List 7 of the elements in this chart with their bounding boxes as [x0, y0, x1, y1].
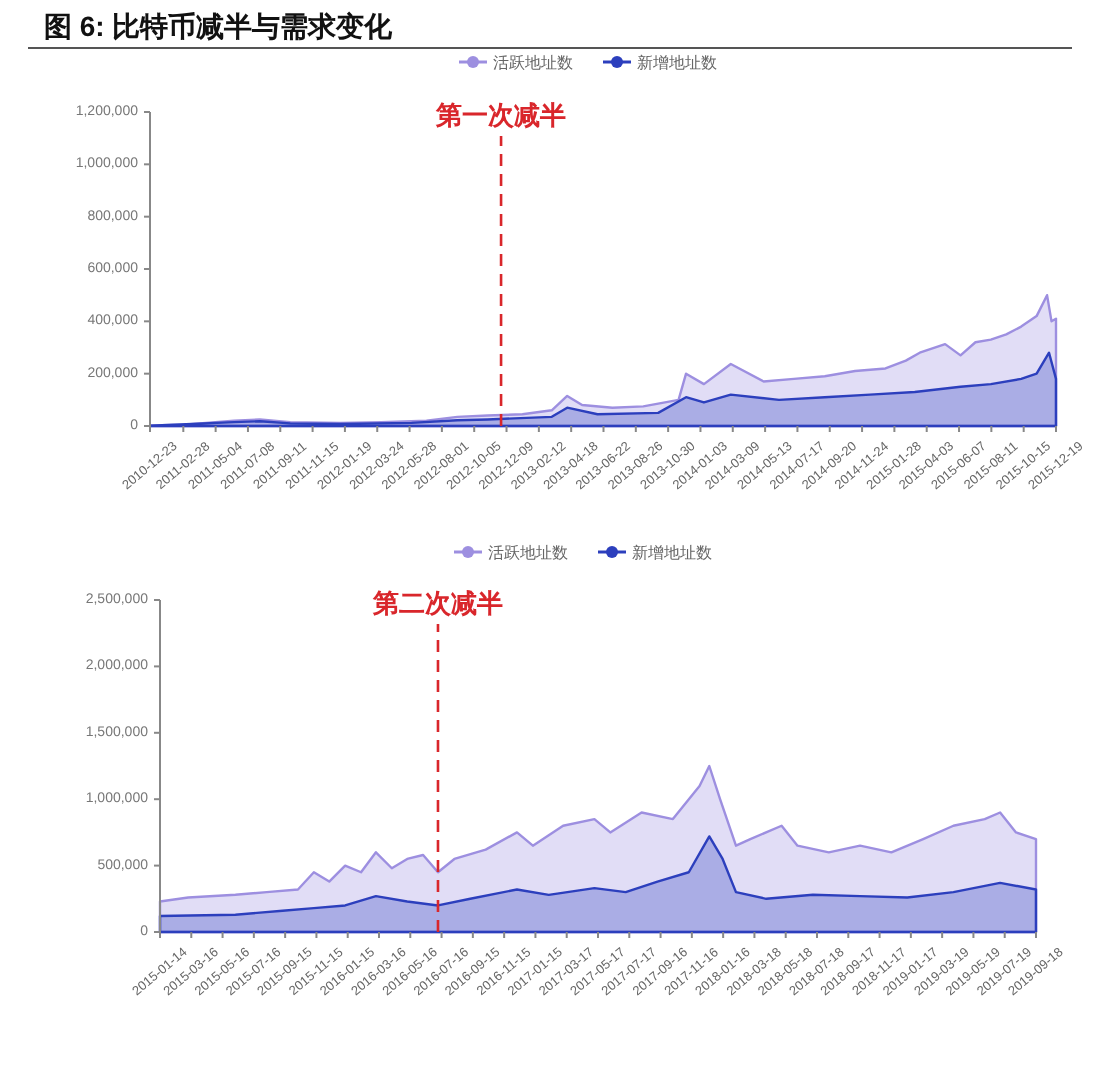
- ref-line-label: 第一次减半: [434, 100, 567, 130]
- chart-title: 图 6: 比特币减半与需求变化: [44, 10, 395, 42]
- legend-label: 活跃地址数: [493, 54, 573, 72]
- ref-line-label: 第二次减半: [370, 588, 503, 618]
- legend-label: 新增地址数: [632, 544, 712, 562]
- legend-label: 新增地址数: [637, 54, 717, 72]
- legend-label: 活跃地址数: [488, 544, 568, 562]
